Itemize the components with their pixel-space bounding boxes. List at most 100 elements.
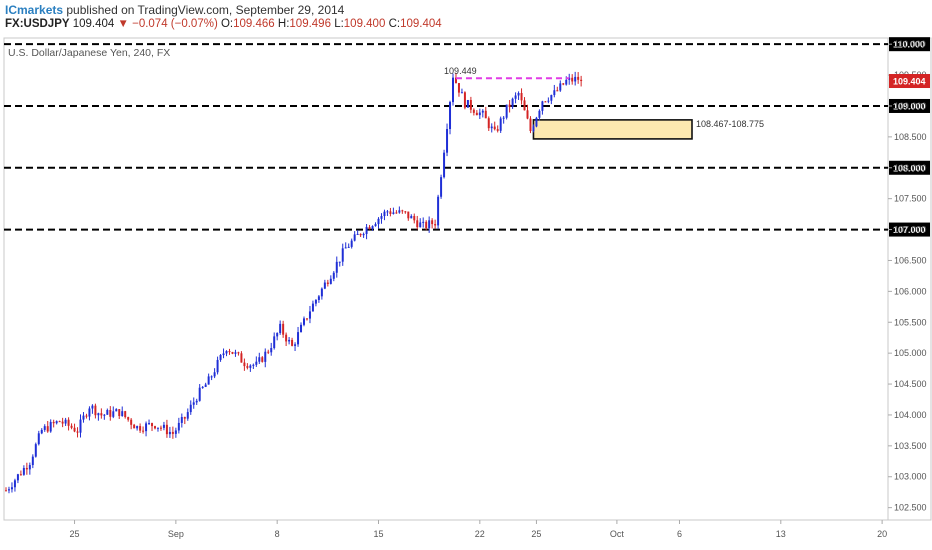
- candle-bearish: [70, 425, 73, 428]
- candle-bullish: [317, 296, 320, 300]
- candle-bullish: [112, 411, 115, 417]
- x-tick-label: 25: [70, 529, 80, 539]
- candle-bullish: [365, 226, 368, 234]
- y-tick-label: 110.000: [894, 39, 926, 49]
- candle-bearish: [118, 409, 121, 416]
- candle-bearish: [416, 220, 419, 228]
- candle-bullish: [106, 410, 109, 415]
- low-label: L:: [334, 18, 344, 30]
- candle-bullish: [234, 352, 237, 354]
- y-tick-label: 103.500: [894, 441, 927, 451]
- candle-bearish: [267, 351, 270, 353]
- candle-bearish: [282, 323, 285, 335]
- candle-bullish: [207, 376, 210, 385]
- candle-bullish: [255, 361, 258, 365]
- candle-bearish: [520, 93, 523, 101]
- candle-bearish: [496, 129, 499, 131]
- y-tick-label: 106.000: [894, 286, 927, 296]
- candle-bearish: [165, 424, 168, 435]
- candle-bullish: [574, 76, 577, 82]
- candle-bearish: [431, 220, 434, 225]
- high-label: H:: [277, 18, 290, 30]
- candle-bullish: [481, 110, 484, 113]
- y-tick-label: 104.500: [894, 379, 927, 389]
- candle-bearish: [240, 353, 243, 363]
- candle-bullish: [7, 489, 10, 491]
- y-tick-label: 104.000: [894, 410, 927, 420]
- candle-bullish: [16, 474, 19, 481]
- candle-bullish: [279, 323, 282, 333]
- x-tick-label: Sep: [168, 529, 184, 539]
- level-price-tag: [889, 222, 930, 237]
- candle-bearish: [228, 351, 231, 353]
- plot-border: [3, 37, 889, 521]
- y-tick-label: 105.000: [894, 348, 927, 358]
- y-tick-label: 109.000: [894, 101, 927, 111]
- candle-bullish: [437, 196, 440, 226]
- price-change: ▼ −0.074 (−0.07%): [117, 18, 218, 30]
- y-axis[interactable]: 110.000109.500109.000108.500108.000107.5…: [888, 39, 930, 513]
- level-price-label: 108.000: [893, 163, 926, 173]
- candle-bullish: [249, 365, 252, 368]
- candle-bearish: [395, 212, 398, 214]
- x-tick-label: 20: [877, 529, 887, 539]
- candle-bullish: [40, 429, 43, 434]
- candle-bearish: [142, 430, 145, 432]
- candle-bullish: [443, 152, 446, 178]
- candle-bearish: [571, 77, 574, 82]
- candle-bearish: [159, 427, 162, 429]
- candle-bullish: [216, 359, 219, 373]
- x-tick-label: 13: [776, 529, 786, 539]
- candle-bullish: [156, 427, 159, 429]
- candle-bullish: [37, 433, 40, 445]
- y-tick-label: 105.500: [894, 317, 927, 327]
- candle-bullish: [162, 424, 165, 428]
- candle-bullish: [517, 93, 520, 96]
- candle-bullish: [565, 79, 568, 85]
- x-axis[interactable]: 25 Sep 8 15 22 25 Oct 6 13 20: [70, 520, 888, 539]
- publisher-name[interactable]: ICmarkets: [5, 3, 64, 17]
- candle-bullish: [559, 83, 562, 91]
- candle-bearish: [124, 411, 127, 418]
- candle-bullish: [222, 353, 225, 356]
- candle-bearish: [130, 419, 133, 425]
- candle-bullish: [192, 402, 195, 405]
- chart-header: ICmarkets published on TradingView.com, …: [0, 0, 932, 36]
- candle-bearish: [151, 423, 154, 427]
- candle-bullish: [34, 444, 37, 457]
- candle-bearish: [19, 474, 22, 476]
- candle-bullish: [145, 423, 148, 432]
- candle-bullish: [136, 426, 139, 429]
- candle-bullish: [419, 222, 422, 228]
- candle-bullish: [362, 233, 365, 236]
- candle-bullish: [55, 421, 58, 424]
- level-price-label: 107.000: [893, 225, 926, 235]
- candle-bullish: [273, 336, 276, 349]
- candle-bullish: [225, 351, 228, 354]
- candle-bearish: [243, 362, 246, 367]
- horizontal-levels[interactable]: 110.000 109.000 108.000 107.000: [4, 37, 930, 237]
- candle-bullish: [428, 220, 431, 229]
- resistance-line[interactable]: 109.449: [444, 66, 570, 80]
- quote-line: FX:USDJPY 109.404 ▼ −0.074 (−0.07%) O:10…: [5, 18, 442, 30]
- x-tick-label: Oct: [610, 529, 625, 539]
- candle-bullish: [314, 299, 317, 304]
- close-label: C:: [388, 18, 401, 30]
- symbol-label[interactable]: FX:USDJPY: [5, 18, 70, 30]
- candle-bearish: [326, 282, 329, 284]
- candle-bullish: [174, 430, 177, 434]
- candle-bearish: [25, 467, 28, 470]
- candle-bullish: [258, 357, 261, 362]
- candle-bullish: [514, 95, 517, 99]
- candle-bearish: [463, 92, 466, 108]
- candle-bullish: [335, 261, 338, 273]
- candle-bearish: [457, 83, 460, 93]
- candle-bullish: [392, 212, 395, 214]
- candle-bullish: [338, 261, 341, 263]
- candle-bearish: [139, 426, 142, 431]
- candle-bearish: [368, 226, 371, 229]
- candle-bearish: [305, 318, 308, 320]
- published-text: published on TradingView.com, September …: [66, 3, 345, 17]
- candle-bearish: [109, 410, 112, 417]
